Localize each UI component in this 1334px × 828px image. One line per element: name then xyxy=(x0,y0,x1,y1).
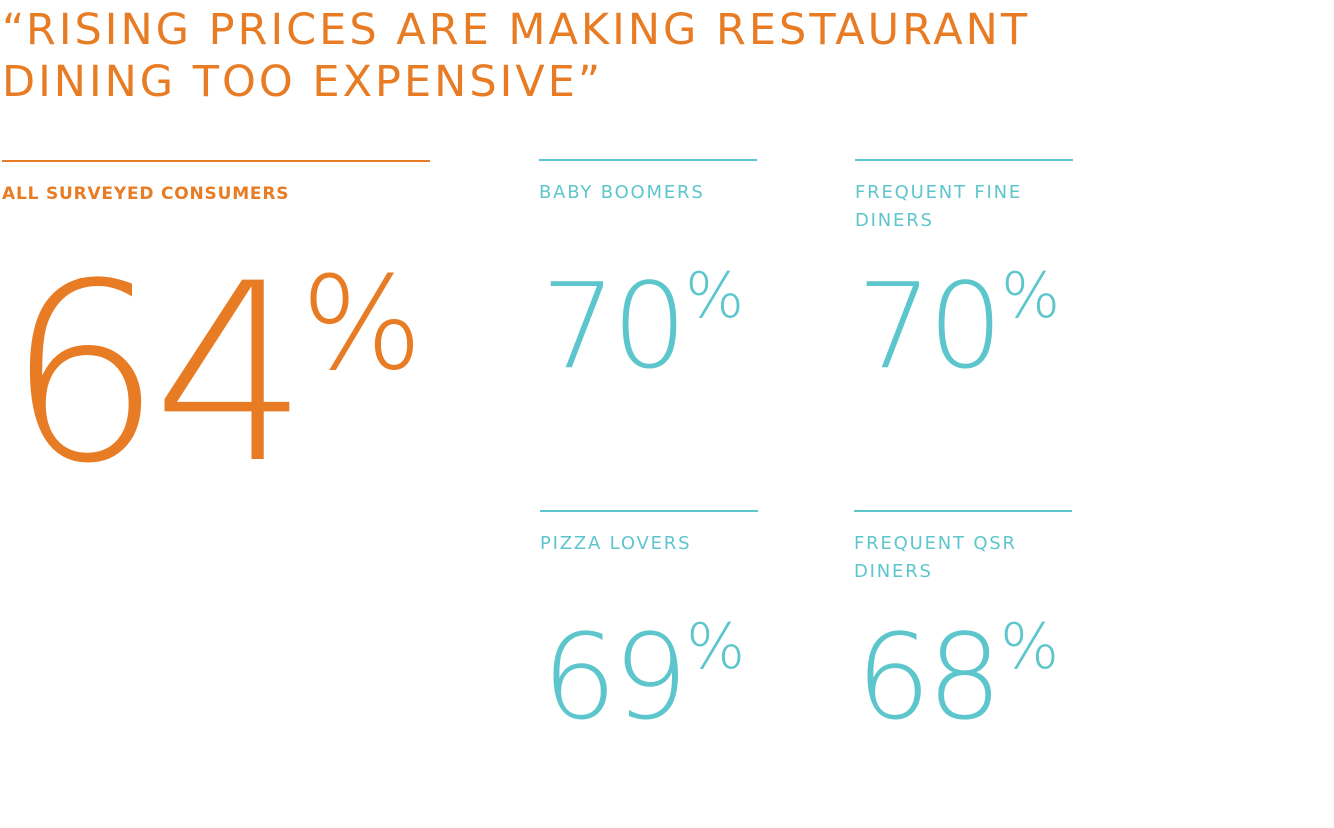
percent-sign: % xyxy=(686,610,746,683)
stat-all-surveyed-consumers: ALL SURVEYED CONSUMERS 64% xyxy=(2,160,430,500)
stat-value: 70% xyxy=(541,257,745,395)
stat-frequent-qsr-diners: FREQUENT QSR DINERS 68% xyxy=(854,510,1072,742)
stat-value-number: 70 xyxy=(857,257,1003,395)
percent-sign: % xyxy=(685,259,745,332)
stat-value-number: 69 xyxy=(542,608,688,746)
stat-label: BABY BOOMERS xyxy=(539,182,705,203)
divider-rule xyxy=(539,159,757,161)
stat-value: 69% xyxy=(542,608,746,746)
stat-label: ALL SURVEYED CONSUMERS xyxy=(2,184,290,204)
percent-sign: % xyxy=(1001,259,1061,332)
stat-value: 64% xyxy=(6,250,423,500)
percent-sign: % xyxy=(1000,610,1060,683)
stat-label: FREQUENT QSR DINERS xyxy=(854,533,1017,582)
stat-value: 68% xyxy=(856,608,1060,746)
stat-value-number: 64 xyxy=(6,232,309,518)
divider-rule xyxy=(540,510,758,512)
stat-baby-boomers: BABY BOOMERS 70% xyxy=(539,159,757,391)
divider-rule xyxy=(855,159,1073,161)
stat-pizza-lovers: PIZZA LOVERS 69% xyxy=(540,510,758,742)
stat-value: 70% xyxy=(857,257,1061,395)
stat-value-number: 68 xyxy=(856,608,1002,746)
chart-title: “RISING PRICES ARE MAKING RESTAURANT DIN… xyxy=(2,5,1031,107)
stat-frequent-fine-diners: FREQUENT FINE DINERS 70% xyxy=(855,159,1073,391)
divider-rule xyxy=(2,160,430,162)
divider-rule xyxy=(854,510,1072,512)
stat-label: PIZZA LOVERS xyxy=(540,533,692,554)
stat-value-number: 70 xyxy=(541,257,687,395)
percent-sign: % xyxy=(301,250,423,399)
stat-label: FREQUENT FINE DINERS xyxy=(855,182,1023,231)
